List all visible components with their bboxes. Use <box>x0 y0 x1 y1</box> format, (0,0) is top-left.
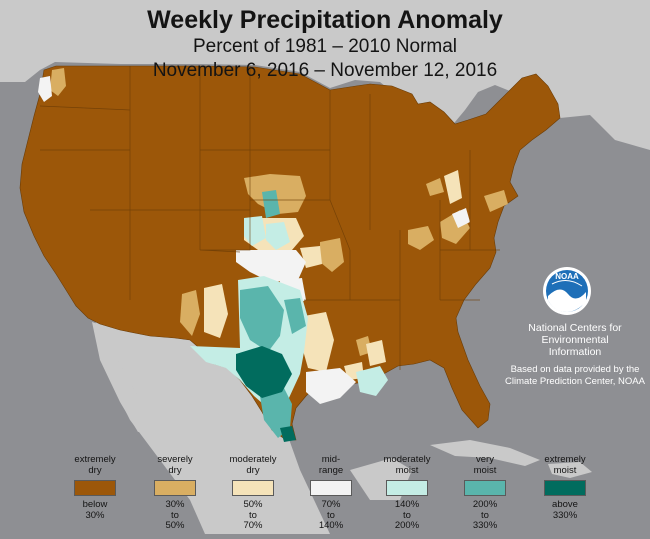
patch-mid-range-la <box>306 368 356 404</box>
patch-severely-dry-wa <box>50 68 66 96</box>
baja-california <box>92 322 150 432</box>
patch-moderately-moist-ks <box>266 222 290 250</box>
legend-label-top: range <box>318 465 344 476</box>
legend-label-top: severely <box>157 454 193 465</box>
source-line-2: Climate Prediction Center, NOAA <box>505 376 645 387</box>
patch-moderately-dry-ky2 <box>444 170 462 204</box>
patch-severely-dry-oh <box>426 178 444 196</box>
legend-label-bottom: 50% <box>243 499 263 510</box>
legend-swatch <box>544 480 586 496</box>
map-subtitle: Percent of 1981 – 2010 Normal <box>192 36 458 57</box>
legend-label-bottom: 30% <box>165 499 185 510</box>
canada-land <box>0 0 650 150</box>
source-line-1: Based on data provided by the <box>510 364 640 375</box>
noaa-logo-text: NOAA <box>555 272 579 281</box>
patch-mid-range-ok <box>236 250 306 282</box>
legend-label-top: dry <box>246 465 260 476</box>
legend-label-bottom: 330% <box>472 520 498 531</box>
patch-severely-dry-pa <box>484 190 508 212</box>
legend-label-top: moist <box>553 465 577 476</box>
patch-moderately-dry-ms2 <box>366 340 386 366</box>
legend-label-bottom: to <box>171 509 179 521</box>
legend-swatch <box>232 480 274 496</box>
legend-label-bottom: 200% <box>394 520 420 531</box>
hispaniola <box>548 462 592 478</box>
legend-label-top: moist <box>395 465 419 476</box>
patch-moderately-dry-nm <box>204 284 228 338</box>
source-attribution: Based on data provided by the Climate Pr… <box>505 364 645 388</box>
patch-moderately-dry-la <box>300 312 334 372</box>
patch-severely-dry-nm <box>180 290 200 336</box>
org-line-3: Information <box>548 346 602 358</box>
legend-label-top: moist <box>473 465 497 476</box>
legend-label-top: mid- <box>321 454 341 465</box>
legend-label-bottom: 70% <box>243 520 263 531</box>
legend-label-bottom: 50% <box>165 520 185 531</box>
patch-very-moist-tx <box>240 286 284 352</box>
patch-severely-dry-mo <box>320 238 344 272</box>
legend-item-mid-range: mid-range 70% to 140% <box>286 448 376 532</box>
legend-label-top: dry <box>168 465 182 476</box>
legend-item-extremely-dry: extremely dry below 30% <box>50 448 140 521</box>
legend-label-bottom: to <box>249 509 257 521</box>
noaa-logo-icon <box>543 267 591 315</box>
legend-label-top: extremely <box>74 454 116 465</box>
legend-label-bottom: 140% <box>318 520 344 531</box>
legend-label-bottom: to <box>481 509 489 521</box>
legend-swatch <box>386 480 428 496</box>
legend-label-top: moderately <box>229 454 277 465</box>
legend-item-very-moist: very moist 200% to 330% <box>440 448 530 532</box>
noaa-logo: NOAA <box>542 266 592 316</box>
legend-label-bottom: to <box>403 509 411 521</box>
legend-swatch <box>310 480 352 496</box>
legend-label-bottom: to <box>327 509 335 521</box>
legend-label-top: very <box>476 454 494 465</box>
legend-item-severely-dry: severely dry 30% to 50% <box>130 448 220 532</box>
legend-item-extremely-moist: extremely moist above 330% <box>520 448 610 521</box>
org-attribution: National Centers for Environmental Infor… <box>505 322 645 358</box>
legend-item-moderately-dry: moderately dry 50% to 70% <box>208 448 298 532</box>
legend-swatch <box>464 480 506 496</box>
date-range: November 6, 2016 – November 12, 2016 <box>152 60 498 81</box>
legend-swatch <box>154 480 196 496</box>
patch-very-moist-tx3 <box>284 298 306 334</box>
legend-label-bottom: 330% <box>552 509 578 521</box>
legend-label-top: moderately <box>383 454 431 465</box>
legend-label-top: dry <box>88 465 102 476</box>
patch-extremely-moist-tx2 <box>280 426 296 442</box>
patch-moderately-moist-ne <box>244 216 266 246</box>
org-line-1: National Centers for <box>528 322 622 334</box>
patch-moderately-moist-la <box>356 366 388 396</box>
patch-extremely-moist-tx <box>236 346 292 398</box>
patch-severely-dry-ky <box>408 226 434 250</box>
legend-label-bottom: 30% <box>85 509 105 521</box>
patch-mid-range-wa <box>38 76 52 102</box>
patch-very-moist-ne <box>262 190 280 218</box>
legend-label-bottom: below <box>82 499 108 510</box>
legend-label-bottom: 70% <box>321 499 341 510</box>
legend-item-moderately-moist: moderately moist 140% to 200% <box>362 448 452 532</box>
legend-swatch <box>74 480 116 496</box>
state-borders <box>39 66 500 370</box>
legend-label-top: extremely <box>544 454 586 465</box>
legend-label-bottom: 140% <box>394 499 420 510</box>
map-title: Weekly Precipitation Anomaly <box>147 6 503 34</box>
legend: extremely dry below 30% severely dry 30% to 5… <box>0 448 650 534</box>
cuba <box>430 440 540 466</box>
legend-label-bottom: above <box>552 499 578 510</box>
org-line-2: Environmental <box>541 334 609 346</box>
patch-mid-range-wv <box>452 208 470 228</box>
legend-label-bottom: 200% <box>472 499 498 510</box>
